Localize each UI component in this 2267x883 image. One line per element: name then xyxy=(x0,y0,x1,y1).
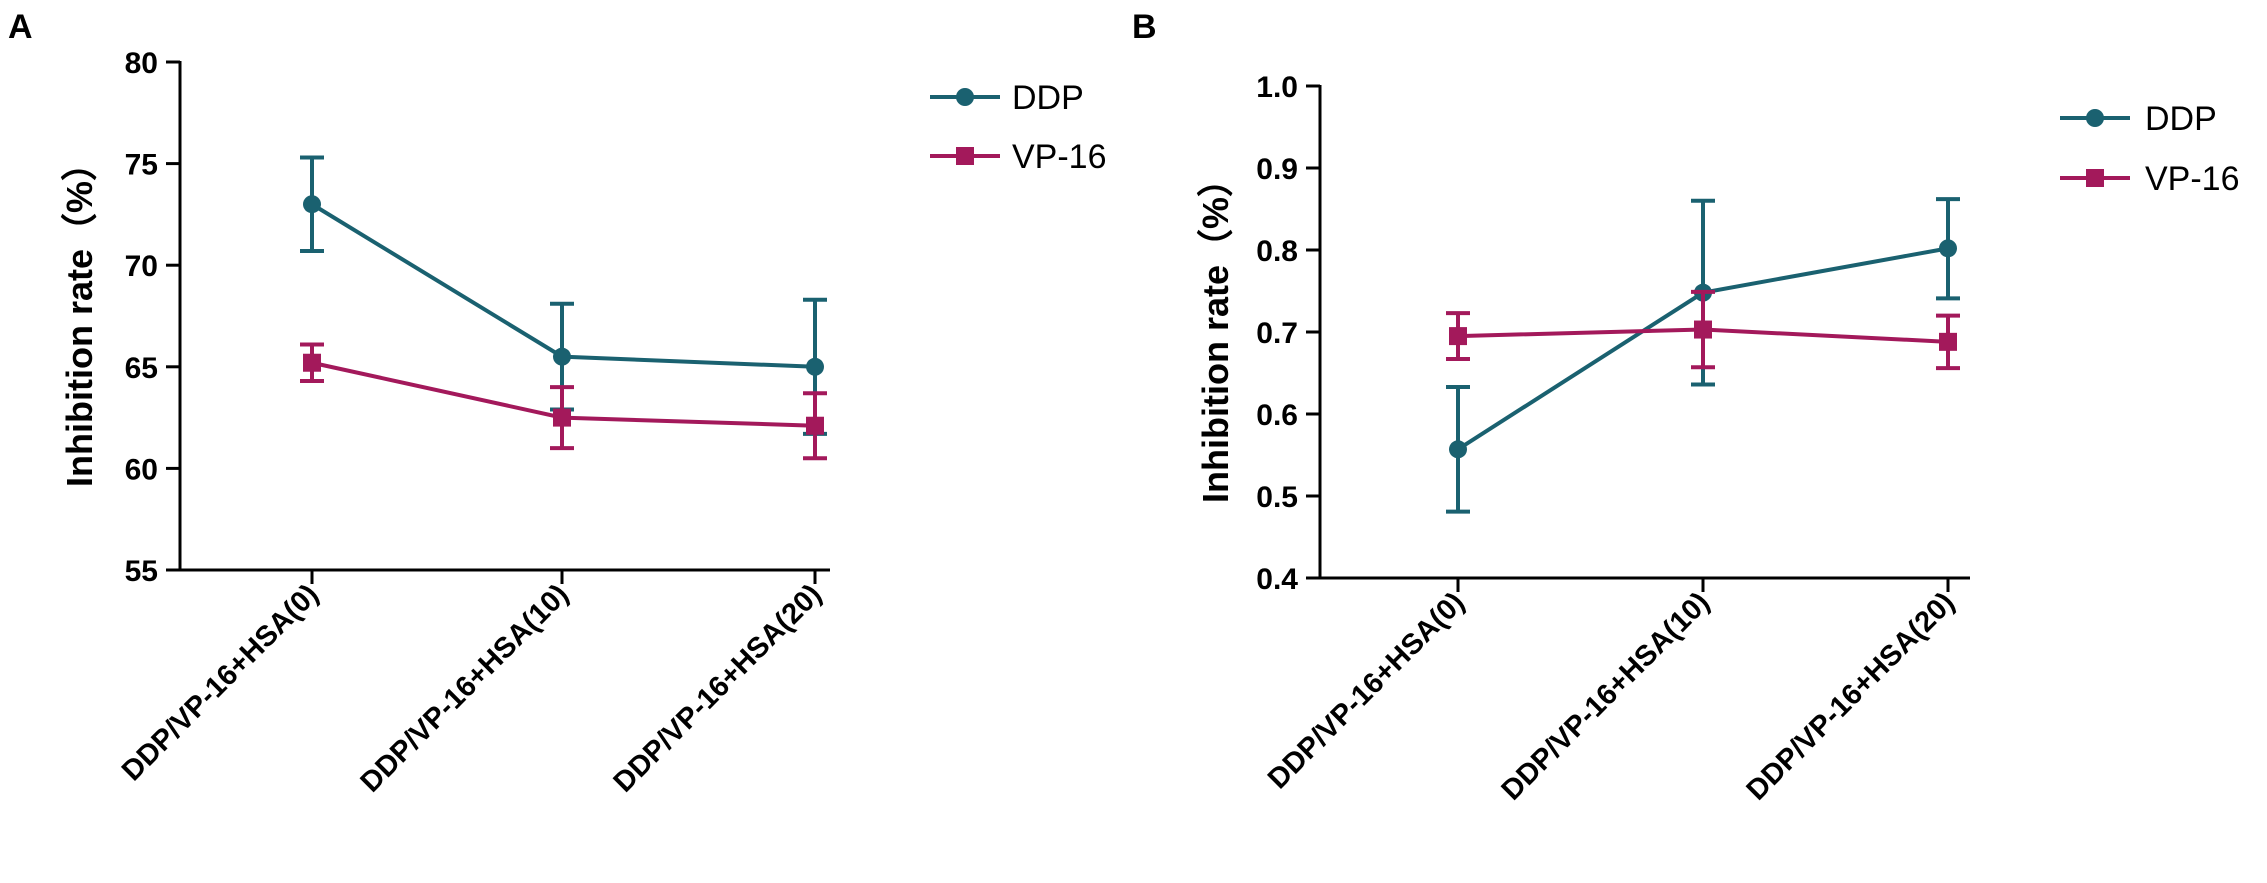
panel-letter: A xyxy=(8,8,33,46)
y-tick-label: 0.8 xyxy=(1256,235,1298,268)
y-tick-label: 60 xyxy=(125,453,158,486)
y-tick-label: 0.4 xyxy=(1256,563,1298,596)
x-category-label: DDP/VP-16+HSA(20) xyxy=(608,578,828,798)
legend-label: VP-16 xyxy=(1012,138,1107,176)
legend-item: VP-16 xyxy=(2060,160,2240,198)
y-tick-label: 0.5 xyxy=(1256,481,1298,514)
data-point xyxy=(1449,440,1467,459)
y-tick-label: 55 xyxy=(125,555,158,588)
y-axis-title: Inhibition rate（%） xyxy=(59,145,100,487)
y-tick-label: 0.9 xyxy=(1256,153,1298,186)
panel-letter: B xyxy=(1132,8,1157,46)
legend-item: DDP xyxy=(2060,100,2217,138)
y-tick-label: 65 xyxy=(125,352,158,385)
y-tick-label: 70 xyxy=(125,250,158,283)
data-point xyxy=(1449,327,1467,346)
legend-label: DDP xyxy=(2145,100,2217,138)
data-point xyxy=(1939,332,1957,351)
y-tick-label: 1.0 xyxy=(1256,71,1298,104)
legend-marker xyxy=(2086,109,2104,127)
data-point xyxy=(1694,320,1712,339)
y-tick-label: 75 xyxy=(125,149,158,182)
data-point xyxy=(303,195,321,214)
y-tick-label: 0.7 xyxy=(1256,317,1298,350)
x-category-label: DDP/VP-16+HSA(20) xyxy=(1741,586,1961,806)
x-category-label: DDP/VP-16+HSA(10) xyxy=(355,578,575,798)
x-category-label: DDP/VP-16+HSA(10) xyxy=(1496,586,1716,806)
y-tick-label: 80 xyxy=(125,47,158,80)
y-axis-title: Inhibition rate（%） xyxy=(1195,161,1236,503)
data-point xyxy=(806,357,824,376)
chart-panel-a: A 55 60 65 70 75 80 Inhibition rate（%） DDP/VP-16… xyxy=(8,8,1107,799)
x-category-label: DDP/VP-16+HSA(0) xyxy=(1262,586,1471,795)
data-point xyxy=(553,408,571,427)
y-tick-label: 0.6 xyxy=(1256,399,1298,432)
data-point xyxy=(1939,239,1957,258)
legend-item: DDP xyxy=(930,79,1084,117)
legend-marker xyxy=(956,147,974,165)
data-point xyxy=(806,416,824,435)
data-point xyxy=(303,353,321,372)
series-vp-16 xyxy=(1446,289,1960,371)
data-point xyxy=(553,347,571,366)
x-category-label: DDP/VP-16+HSA(0) xyxy=(116,578,325,787)
legend-item: VP-16 xyxy=(930,138,1107,176)
legend-marker xyxy=(2086,169,2104,187)
chart-panel-b: B 0.4 0.5 0.6 0.7 0.8 0.9 1.0 Inhibition rate（%）… xyxy=(1132,8,2240,807)
series-vp-16 xyxy=(300,342,827,461)
legend-label: VP-16 xyxy=(2145,160,2240,198)
legend-label: DDP xyxy=(1012,79,1084,117)
legend-marker xyxy=(956,88,974,106)
